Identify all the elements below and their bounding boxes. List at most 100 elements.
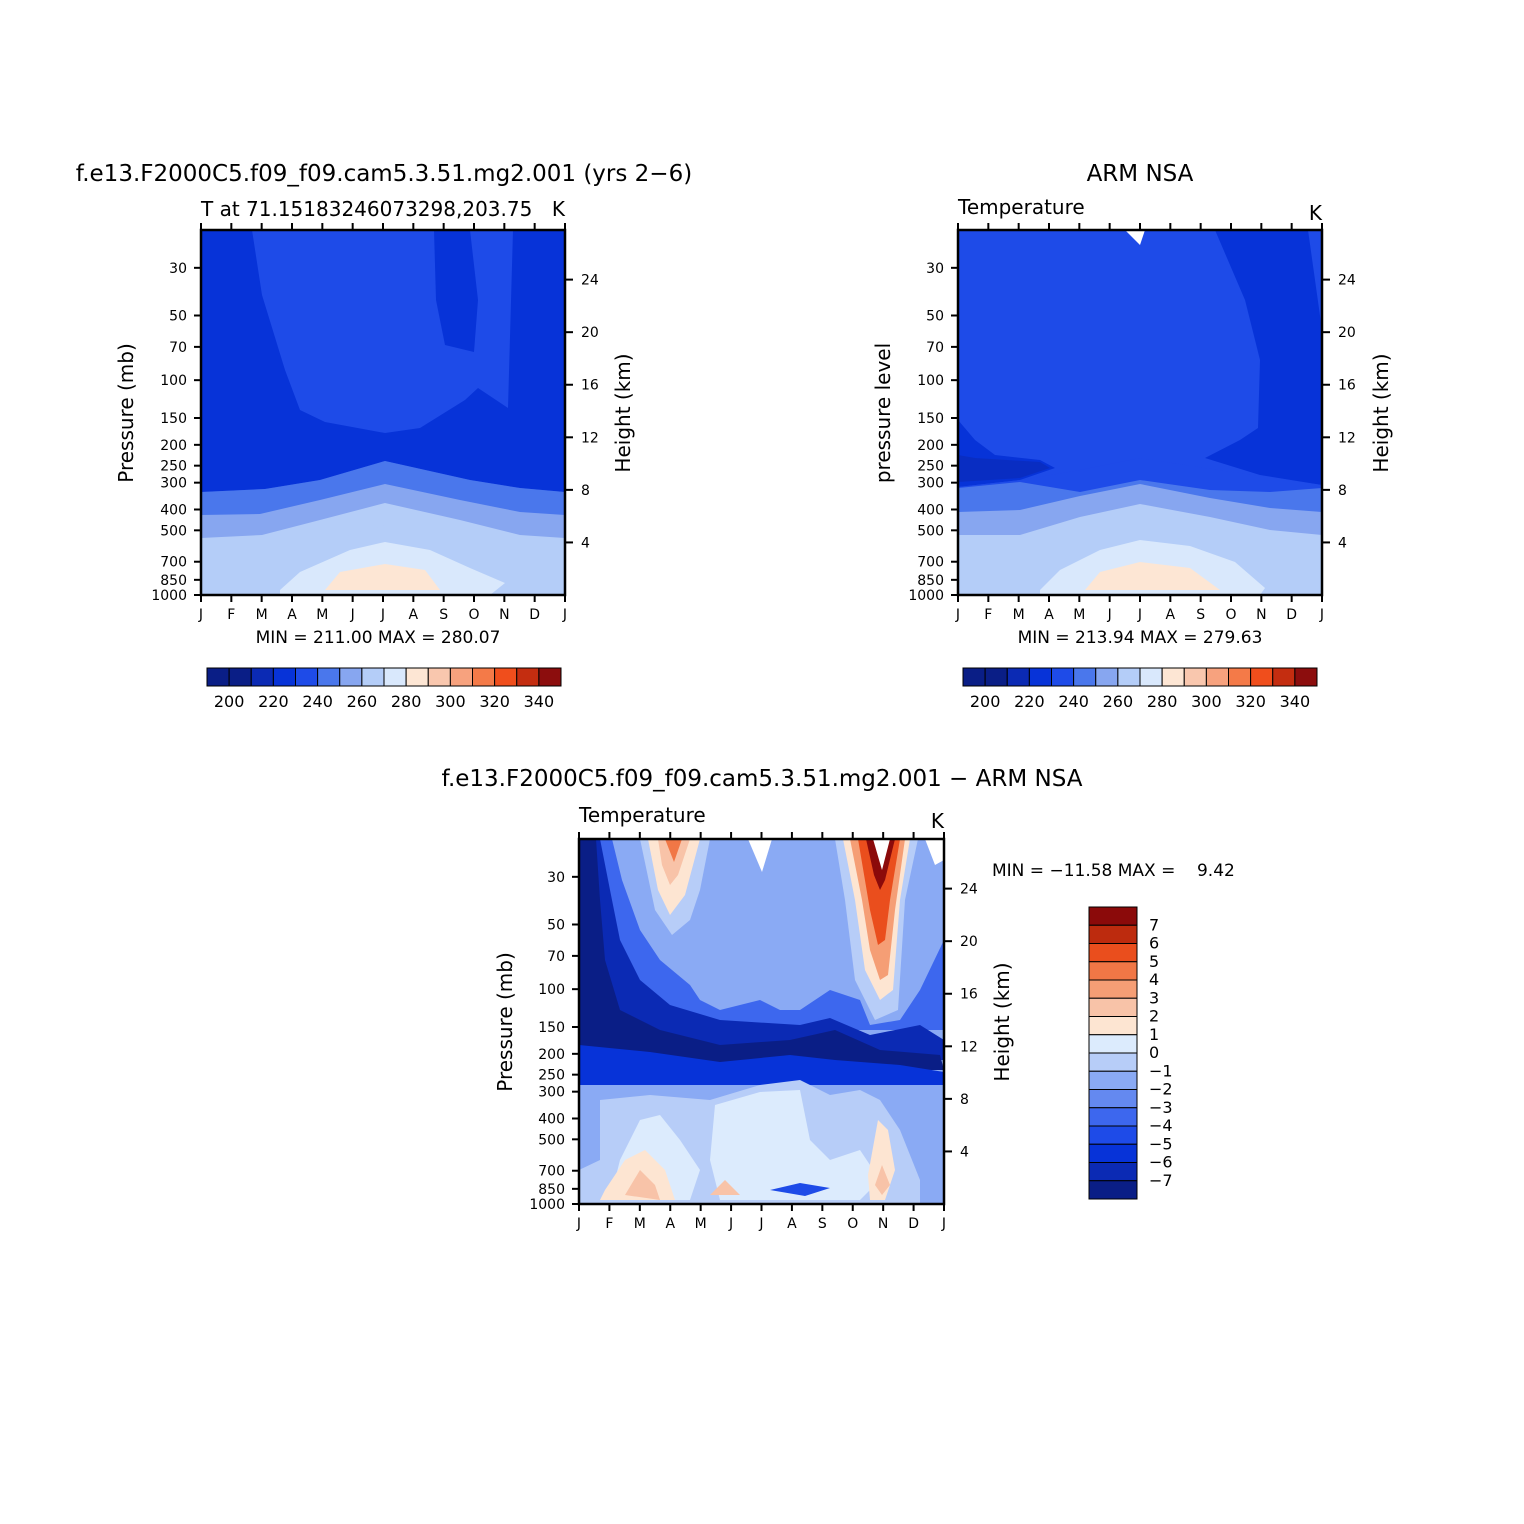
x-tick-label: J [380,607,385,623]
y-tick-label: 700 [538,1164,565,1180]
x-tick-label: J [1107,607,1112,623]
colorbar-swatch [1161,667,1185,687]
x-tick-label: F [227,607,235,623]
y-tick-label: 850 [160,573,187,589]
colorbar-swatch [1088,924,1138,944]
panel-diff: f.e13.F2000C5.f09_f09.cam5.3.51.mg2.001 … [442,766,1235,1232]
panel-model-colorbar: 200 220 240 260 280 300 320 340 [206,667,562,711]
height-tick-label: 16 [581,378,599,394]
y-tick-label: 250 [917,459,944,475]
colorbar-swatch [1006,667,1030,687]
colorbar-label: 7 [1149,915,1159,934]
x-tick-label: A [787,1216,797,1232]
x-tick-label: S [439,607,448,623]
colorbar-swatch [1250,667,1274,687]
y-tick-label: 150 [160,411,187,427]
x-tick-label: N [878,1216,888,1232]
colorbar-label: 5 [1149,952,1159,971]
y-tick-label: 700 [917,555,944,571]
height-tick-label: 8 [581,483,590,499]
colorbar-label: 200 [970,692,1001,711]
colorbar-swatch [1088,961,1138,981]
x-tick-label: O [468,607,479,623]
panel-obs-units: K [1309,201,1323,225]
x-tick-label: D [1286,607,1297,623]
y-tick-label: 50 [547,917,565,933]
colorbar-swatch [295,667,319,687]
x-tick-label: A [409,607,419,623]
y-tick-label: 500 [160,523,187,539]
y-tick-label: 400 [917,503,944,519]
height-tick-label: 4 [960,1144,969,1160]
height-tick-label: 8 [960,1092,969,1108]
y-tick-label: 850 [538,1182,565,1198]
y-tick-label: 150 [538,1020,565,1036]
panel-obs-subtitle: Temperature [957,195,1085,219]
colorbar-swatch [383,667,407,687]
colorbar-swatch [1088,1143,1138,1163]
colorbar-swatch [1088,997,1138,1017]
x-tick-label: J [1319,607,1324,623]
height-tick-label: 24 [960,882,978,898]
colorbar-swatch [1095,667,1119,687]
y-tick-label: 50 [169,308,187,324]
panel-diff-ylabel: Pressure (mb) [493,952,517,1092]
colorbar-swatch [228,667,252,687]
panel-diff-minmax: MIN = −11.58 MAX = 9.42 [992,861,1235,881]
colorbar-swatch [1088,906,1138,926]
colorbar-swatch [405,667,429,687]
y-tick-label: 30 [926,261,944,277]
x-tick-label: D [908,1216,919,1232]
colorbar-swatch [538,667,562,687]
y-tick-label: 1000 [151,588,187,604]
colorbar-label: 220 [1014,692,1045,711]
colorbar-swatch [1073,667,1097,687]
height-tick-label: 20 [1338,325,1356,341]
height-tick-label: 12 [1338,430,1356,446]
height-tick-label: 4 [1338,535,1347,551]
x-tick-label: J [576,1216,581,1232]
height-tick-label: 12 [960,1039,978,1055]
y-tick-label: 30 [169,261,187,277]
y-tick-label: 250 [538,1068,565,1084]
colorbar-swatch [1088,1162,1138,1182]
colorbar-swatch [317,667,341,687]
colorbar-label: 340 [524,692,555,711]
y-tick-label: 200 [917,438,944,454]
colorbar-swatch [1028,667,1052,687]
x-tick-label: F [605,1216,613,1232]
x-tick-label: A [1166,607,1176,623]
colorbar-swatch [1088,979,1138,999]
y-tick-label: 500 [538,1132,565,1148]
panel-diff-subtitle: Temperature [578,803,706,827]
x-tick-label: M [634,1216,646,1232]
colorbar-swatch [1088,1052,1138,1072]
colorbar-swatch [1205,667,1229,687]
panel-diff-field [579,839,944,1204]
x-tick-label: J [941,1216,946,1232]
colorbar-label: −2 [1149,1080,1173,1099]
y-tick-label: 100 [917,373,944,389]
height-tick-label: 12 [581,430,599,446]
x-tick-label: J [728,1216,733,1232]
colorbar-label: 260 [347,692,378,711]
colorbar-swatch [1088,1107,1138,1127]
colorbar-swatch [1088,1070,1138,1090]
panel-obs-colorbar: 200 220 240 260 280 300 320 340 [962,667,1318,711]
x-tick-label: D [529,607,540,623]
height-tick-label: 4 [581,535,590,551]
colorbar-label: 300 [435,692,466,711]
height-tick-label: 20 [581,325,599,341]
colorbar-label: 3 [1149,988,1159,1007]
panel-obs-field [958,230,1322,595]
colorbar-label: −7 [1149,1171,1173,1190]
panel-diff-height-ticks: 24 20 16 12 8 4 [944,882,978,1160]
x-tick-label: O [847,1216,858,1232]
panel-diff-ylabel-right: Height (km) [990,962,1014,1081]
colorbar-label: −3 [1149,1098,1173,1117]
